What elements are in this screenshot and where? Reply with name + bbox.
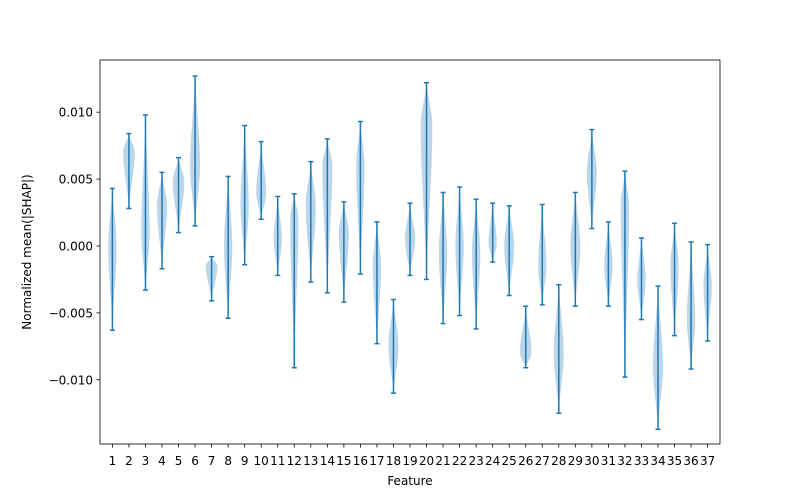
- x-tick-label-34: 34: [650, 454, 665, 468]
- x-tick-label-8: 8: [224, 454, 232, 468]
- x-tick-label-28: 28: [551, 454, 566, 468]
- x-tick-label-1: 1: [109, 454, 117, 468]
- x-tick-label-12: 12: [287, 454, 302, 468]
- x-tick-label-4: 4: [158, 454, 166, 468]
- x-tick-label-21: 21: [435, 454, 450, 468]
- x-tick-label-25: 25: [502, 454, 517, 468]
- x-tick-label-14: 14: [320, 454, 335, 468]
- x-tick-label-10: 10: [254, 454, 269, 468]
- x-tick-label-6: 6: [191, 454, 199, 468]
- y-axis-label: Normalized mean(|SHAP|): [20, 174, 34, 329]
- x-axis-label: Feature: [387, 474, 432, 488]
- x-tick-label-35: 35: [667, 454, 682, 468]
- x-tick-label-30: 30: [584, 454, 599, 468]
- x-axis: 1 2 3 4 5 6 7 8 9 10 11 12 13 14 15 16 17 18 19 20 21 22 23 24 2…: [109, 444, 715, 468]
- x-tick-label-17: 17: [369, 454, 384, 468]
- y-tick-label-4: 0.010: [59, 106, 93, 120]
- x-tick-label-16: 16: [353, 454, 368, 468]
- plot-area: [108, 75, 712, 431]
- x-tick-label-7: 7: [208, 454, 216, 468]
- y-axis: −0.010 −0.005 0.000 0.005 0.010: [49, 106, 100, 387]
- x-tick-label-2: 2: [125, 454, 133, 468]
- x-tick-label-33: 33: [634, 454, 649, 468]
- x-tick-label-24: 24: [485, 454, 500, 468]
- x-tick-label-15: 15: [336, 454, 351, 468]
- y-tick-label-3: 0.005: [59, 173, 93, 187]
- x-tick-label-36: 36: [683, 454, 698, 468]
- x-tick-label-32: 32: [617, 454, 632, 468]
- x-tick-label-29: 29: [568, 454, 583, 468]
- x-tick-label-20: 20: [419, 454, 434, 468]
- x-tick-label-31: 31: [601, 454, 616, 468]
- y-tick-label-1: −0.005: [49, 306, 93, 320]
- x-tick-label-37: 37: [700, 454, 715, 468]
- x-tick-label-23: 23: [468, 454, 483, 468]
- x-tick-label-26: 26: [518, 454, 533, 468]
- x-tick-label-5: 5: [175, 454, 183, 468]
- x-tick-label-22: 22: [452, 454, 467, 468]
- x-tick-label-18: 18: [386, 454, 401, 468]
- y-tick-label-2: 0.000: [59, 239, 93, 253]
- x-tick-label-19: 19: [402, 454, 417, 468]
- y-tick-label-0: −0.010: [49, 373, 93, 387]
- x-tick-label-9: 9: [241, 454, 249, 468]
- x-tick-label-11: 11: [270, 454, 285, 468]
- x-tick-label-13: 13: [303, 454, 318, 468]
- x-tick-label-3: 3: [142, 454, 150, 468]
- x-tick-label-27: 27: [535, 454, 550, 468]
